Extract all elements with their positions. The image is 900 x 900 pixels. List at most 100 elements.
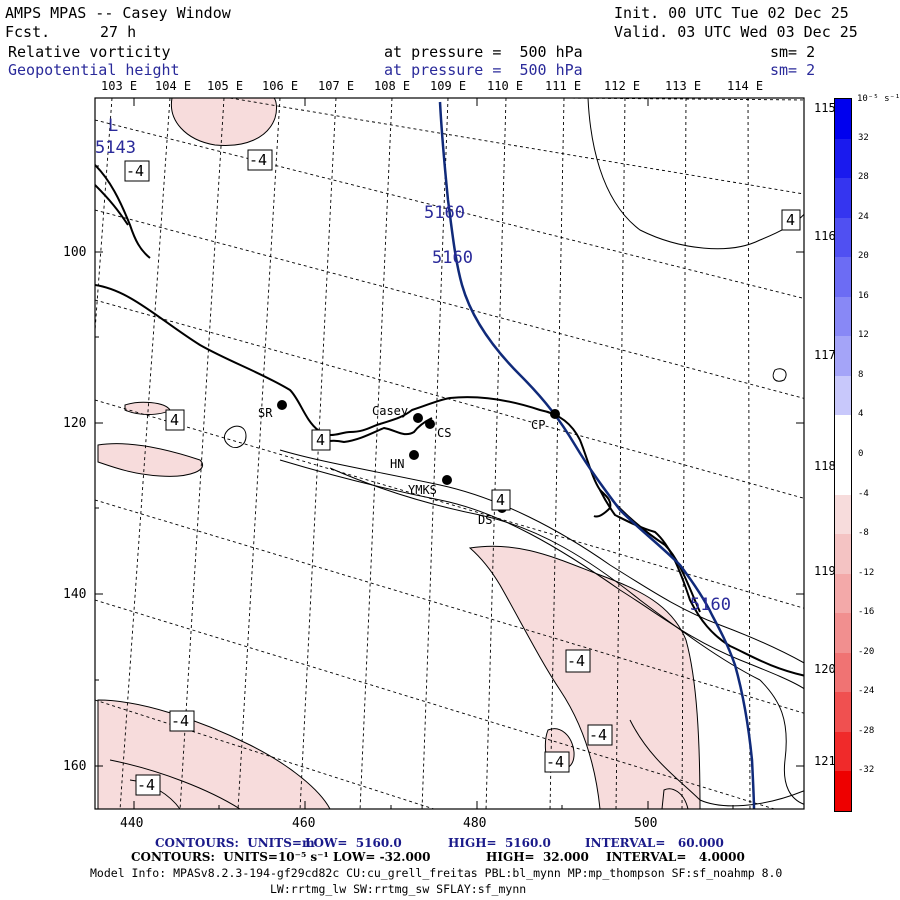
x-tick-label: 440 bbox=[120, 816, 144, 831]
colorbar-tick-label: -8 bbox=[858, 528, 869, 539]
colorbar-tick-label: -28 bbox=[858, 725, 875, 736]
colorbar-segment bbox=[835, 573, 851, 614]
graticule-latitude bbox=[95, 98, 804, 809]
colorbar-segment bbox=[835, 336, 851, 377]
graticule-longitude bbox=[95, 98, 751, 809]
init-time: Init. 00 UTC Tue 02 Dec 25 bbox=[614, 4, 849, 22]
colorbar-segment bbox=[835, 692, 851, 733]
station-label: DS bbox=[478, 513, 493, 527]
lon-label-top: 111 E bbox=[545, 79, 582, 93]
x-tick-label: 460 bbox=[292, 816, 316, 831]
colorbar-segment bbox=[835, 99, 851, 140]
colorbar-tick-label: -32 bbox=[858, 765, 875, 776]
y-tick-label: 160 bbox=[63, 759, 87, 774]
field2-level: at pressure = 500 hPa bbox=[384, 61, 583, 79]
field1-level: at pressure = 500 hPa bbox=[384, 43, 583, 61]
colorbar-segment bbox=[835, 652, 851, 693]
lon-label-top: 112 E bbox=[604, 79, 641, 93]
lon-label-top: 110 E bbox=[487, 79, 524, 93]
vorticity-label: 4 bbox=[170, 411, 180, 429]
contours2-low: LOW= -32.000 bbox=[333, 850, 431, 864]
contours2-high: HIGH= 32.000 bbox=[486, 850, 589, 864]
station-label: CP bbox=[531, 418, 546, 432]
station-label: SR bbox=[258, 406, 273, 420]
colorbar-segment bbox=[835, 257, 851, 298]
station-label: YMKS bbox=[408, 483, 437, 497]
contours1-high: HIGH= 5160.0 bbox=[448, 836, 551, 850]
station-label: HN bbox=[390, 457, 405, 471]
colorbar-tick-label: 8 bbox=[858, 369, 864, 380]
station-label: Casey bbox=[372, 404, 409, 418]
y-tick-label: 140 bbox=[63, 587, 87, 602]
plot-title: AMPS MPAS -- Casey Window bbox=[5, 4, 231, 22]
field1-smoothing: sm= 2 bbox=[770, 43, 816, 61]
lon-label-top: 104 E bbox=[155, 79, 192, 93]
lon-label-top: 113 E bbox=[665, 79, 702, 93]
colorbar-labels: 32 28 24 20 16 12 8 4 0 -4 -8 -12 -16 -20 -24 -28 -32 bbox=[854, 98, 898, 810]
forecast-hour: 27 h bbox=[100, 23, 137, 41]
colorbar-segment bbox=[835, 217, 851, 258]
colorbar-tick-label: 24 bbox=[858, 211, 869, 222]
contours2-label: CONTOURS: UNITS=10⁻⁵ s⁻¹ bbox=[131, 850, 329, 864]
vorticity-label: -4 bbox=[171, 712, 190, 730]
station-label: CS bbox=[437, 426, 452, 440]
vorticity-contours bbox=[109, 98, 804, 809]
low-center-label: L bbox=[108, 116, 119, 136]
vorticity-label: 4 bbox=[786, 211, 796, 229]
colorbar-tick-label: 12 bbox=[858, 330, 869, 341]
colorbar-segment bbox=[835, 534, 851, 575]
colorbar-tick-label: -4 bbox=[858, 488, 869, 499]
field2-name: Geopotential height bbox=[8, 61, 180, 79]
lon-label-top: 107 E bbox=[318, 79, 355, 93]
colorbar-segment bbox=[835, 415, 851, 456]
model-info-line2: LW:rrtmg_lw SW:rrtmg_sw SFLAY:sf_mynn bbox=[270, 882, 527, 896]
forecast-label: Fcst. bbox=[5, 23, 51, 41]
colorbar-tick-label: -12 bbox=[858, 567, 875, 578]
x-tick-label: 480 bbox=[463, 816, 487, 831]
lon-label-top: 114 E bbox=[727, 79, 764, 93]
vorticity-label: -4 bbox=[567, 652, 586, 670]
vorticity-label: 4 bbox=[496, 491, 506, 509]
colorbar-tick-label: 4 bbox=[858, 409, 864, 420]
plot-frame bbox=[94, 97, 805, 810]
lon-label-top: 103 E bbox=[101, 79, 138, 93]
height-label: 5160 bbox=[432, 248, 473, 268]
colorbar-segment bbox=[835, 178, 851, 219]
colorbar-segment bbox=[835, 771, 851, 812]
colorbar-segment bbox=[835, 494, 851, 535]
height-contour-5160 bbox=[438, 101, 756, 809]
colorbar-segment bbox=[835, 138, 851, 179]
y-tick-label: 100 bbox=[63, 245, 87, 260]
vorticity-label: -4 bbox=[137, 776, 156, 794]
height-label: 5160 bbox=[424, 203, 465, 223]
model-info: Model Info: MPASv8.2.3-194-gf29cd82c CU:… bbox=[90, 866, 783, 880]
contours1-low: LOW= 5160.0 bbox=[305, 836, 402, 850]
colorbar-tick-label: 28 bbox=[858, 172, 869, 183]
lon-label-top: 105 E bbox=[207, 79, 244, 93]
colorbar-unit: 10⁻⁵ s⁻¹ bbox=[857, 94, 900, 104]
colorbar-tick-label: 0 bbox=[858, 449, 864, 459]
contours1-interval: INTERVAL= 60.000 bbox=[585, 836, 724, 850]
lon-label-top: 106 E bbox=[262, 79, 299, 93]
vorticity-label: 4 bbox=[316, 431, 326, 449]
colorbar-segment bbox=[835, 296, 851, 337]
vorticity-label: -4 bbox=[126, 162, 145, 180]
colorbar-tick-label: 16 bbox=[858, 290, 869, 301]
vorticity-label: -4 bbox=[589, 726, 608, 744]
valid-time: Valid. 03 UTC Wed 03 Dec 25 bbox=[614, 23, 858, 41]
x-tick-label: 500 bbox=[634, 816, 658, 831]
contours1-label: CONTOURS: UNITS=m bbox=[155, 836, 315, 850]
vorticity-label: -4 bbox=[546, 753, 565, 771]
height-label: 5160 bbox=[690, 595, 731, 615]
colorbar-segment bbox=[835, 731, 851, 772]
colorbar-tick-label: 32 bbox=[858, 132, 869, 143]
colorbar-segment bbox=[835, 613, 851, 654]
colorbar-segment bbox=[835, 455, 851, 496]
vorticity-label: -4 bbox=[249, 151, 268, 169]
y-tick-label: 120 bbox=[63, 416, 87, 431]
colorbar-tick-label: -20 bbox=[858, 646, 875, 657]
colorbar-tick-label: -16 bbox=[858, 607, 875, 618]
colorbar-segment bbox=[835, 375, 851, 416]
negative-vorticity-shading bbox=[97, 98, 701, 809]
